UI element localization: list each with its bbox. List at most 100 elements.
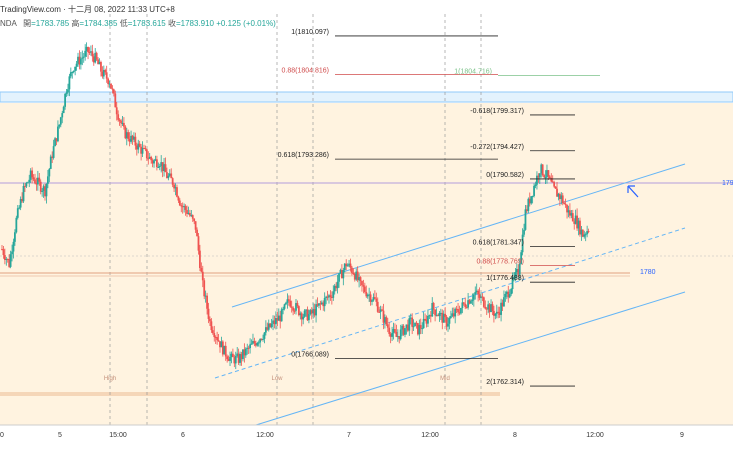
candle-body	[504, 293, 507, 298]
candle-body	[451, 313, 454, 317]
candle-body	[376, 301, 379, 312]
candle-body	[266, 327, 269, 330]
candle-body	[355, 271, 358, 280]
candle-body	[12, 241, 15, 252]
candle-body	[176, 187, 178, 197]
candle-body	[239, 354, 241, 363]
candle-body	[34, 179, 36, 184]
candle-body	[59, 117, 62, 125]
candle-body	[148, 156, 151, 159]
candle-body	[197, 236, 200, 251]
candle-body	[79, 58, 82, 65]
candle-body	[72, 70, 75, 72]
candle-body	[18, 207, 21, 209]
candle-body	[115, 107, 118, 115]
candle-body	[536, 175, 538, 185]
change-value: +0.125 (+0.01%)	[216, 19, 276, 28]
candle-body	[211, 330, 214, 334]
candle-body	[104, 69, 107, 73]
candle-body	[480, 296, 482, 298]
candle-body	[328, 295, 330, 298]
candle-body	[299, 313, 302, 316]
candle-body	[145, 149, 148, 159]
candle-body	[224, 345, 227, 357]
candle-body	[9, 254, 12, 267]
candle-body	[200, 267, 203, 272]
candle-body	[431, 302, 434, 317]
x-tick-label-6: 12:00	[421, 432, 439, 439]
candle-body	[260, 338, 263, 340]
fib-label-2: 1(1804.716)	[454, 68, 492, 75]
candle-body	[283, 304, 286, 309]
candle-body	[64, 93, 67, 107]
candle-body	[102, 69, 105, 77]
candle-body	[464, 303, 467, 308]
candle-body	[465, 307, 468, 309]
candle-body	[583, 234, 586, 237]
candle-body	[264, 327, 267, 333]
candle-body	[131, 135, 134, 140]
candle-body	[290, 306, 293, 308]
candle-body	[98, 62, 101, 65]
x-axis: 0 5 15:00 6 12:00 7 12:00 8 12:00 9	[0, 424, 733, 439]
candle-body	[84, 50, 87, 57]
candle-body	[471, 299, 474, 302]
candle-body	[467, 300, 469, 308]
candle-body	[309, 310, 312, 315]
candle-body	[452, 313, 455, 317]
candle-body	[365, 291, 368, 297]
candle-body	[137, 143, 140, 150]
candle-body	[429, 315, 432, 317]
open-label: 開	[23, 19, 32, 28]
candle-body	[151, 160, 154, 164]
candle-body	[508, 294, 511, 298]
candle-body	[29, 170, 32, 180]
candle-body	[273, 320, 276, 325]
open-value: =1783.785	[31, 19, 70, 28]
candle-body	[289, 300, 292, 307]
candle-body	[394, 329, 396, 333]
candle-body	[62, 106, 65, 114]
candle-body	[67, 89, 69, 93]
candle-body	[187, 212, 190, 214]
candle-body	[210, 321, 213, 331]
fib-label-11: 2(1762.314)	[486, 379, 524, 386]
candle-body	[401, 325, 404, 330]
candle-body	[587, 231, 590, 233]
candle-body	[227, 359, 230, 361]
candle-body	[384, 317, 386, 323]
candle-body	[385, 317, 388, 325]
candle-body	[576, 215, 578, 229]
candle-body	[329, 295, 332, 298]
candle-body	[19, 199, 22, 208]
candle-body	[31, 170, 34, 178]
candle-body	[285, 302, 287, 305]
candle-body	[332, 291, 335, 298]
candle-body	[531, 195, 534, 197]
candle-body	[402, 325, 405, 335]
candle-body	[193, 218, 196, 222]
candles	[1, 42, 590, 370]
candle-body	[442, 313, 445, 323]
candle-body	[11, 251, 13, 255]
candle-body	[277, 315, 280, 321]
low-label: 低	[119, 19, 128, 28]
candle-body	[154, 159, 157, 161]
candle-body	[220, 341, 223, 348]
candle-body	[163, 164, 165, 171]
candle-body	[507, 291, 510, 298]
candle-body	[158, 166, 161, 168]
candle-body	[308, 314, 310, 321]
candle-body	[231, 353, 234, 358]
candle-body	[213, 333, 216, 338]
candle-body	[46, 176, 49, 184]
candle-body	[128, 138, 131, 142]
candle-body	[164, 164, 167, 173]
fib-label-5: 0.618(1793.286)	[278, 152, 329, 159]
candle-body	[262, 338, 264, 340]
candle-body	[494, 313, 497, 316]
date-label: 十二月 08, 2022 11:33 UTC+8	[68, 5, 175, 14]
candle-body	[112, 89, 115, 94]
candle-body	[24, 186, 26, 188]
candle-body	[379, 309, 382, 313]
